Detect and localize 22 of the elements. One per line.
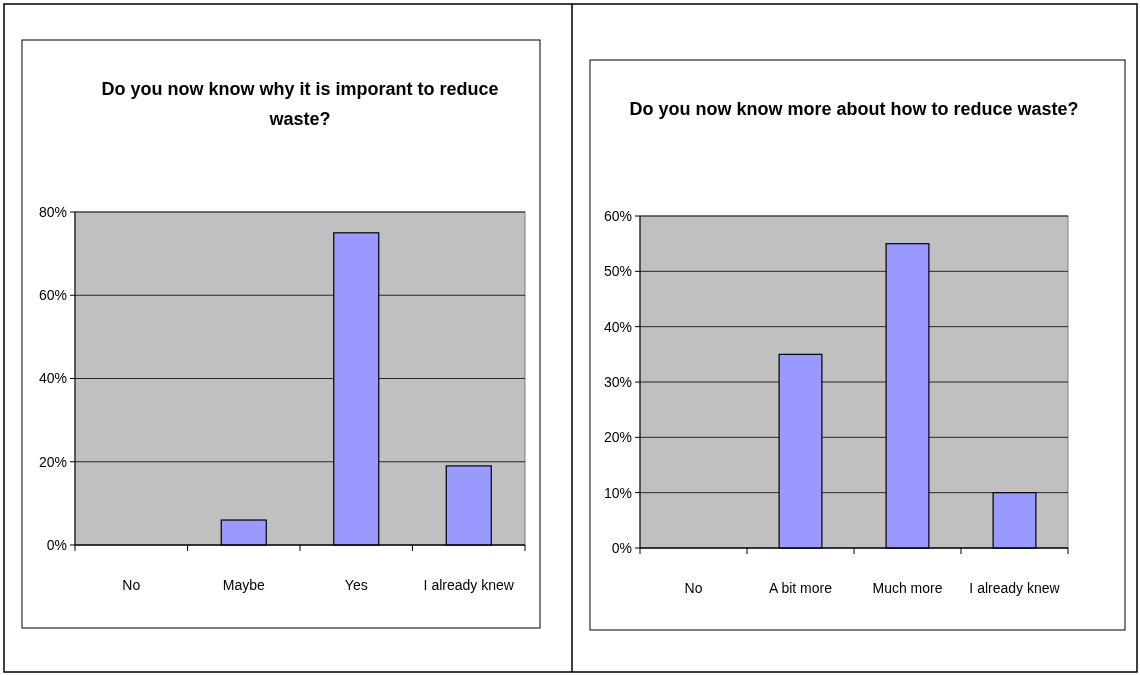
y-tick-label: 20% (603, 429, 632, 446)
x-tick-label: I already knew (969, 580, 1061, 596)
y-tick-label: 20% (38, 453, 67, 470)
y-tick-label: 80% (38, 203, 67, 220)
y-tick-label: 10% (603, 484, 632, 501)
x-tick-label: Maybe (222, 577, 265, 593)
x-tick-label: Yes (344, 577, 368, 593)
chart-title: Do you now know more about how to reduce waste? (629, 99, 1079, 119)
y-tick-label: 0% (46, 536, 67, 553)
x-tick-label: No (122, 577, 141, 593)
y-tick-label: 60% (603, 207, 632, 224)
y-tick-label: 0% (611, 539, 632, 556)
chart-title: Do you now know why it is imporant to reduce waste? (101, 79, 499, 129)
y-tick-label: 50% (603, 263, 632, 280)
y-tick-label: 40% (603, 318, 632, 335)
y-tick-label: 40% (38, 370, 67, 387)
x-tick-label: A bit more (768, 580, 833, 596)
x-tick-label: No (684, 580, 703, 596)
x-tick-label: I already knew (423, 577, 515, 593)
x-tick-label: Much more (872, 580, 943, 596)
y-tick-label: 60% (38, 287, 67, 304)
y-tick-label: 30% (603, 373, 632, 390)
